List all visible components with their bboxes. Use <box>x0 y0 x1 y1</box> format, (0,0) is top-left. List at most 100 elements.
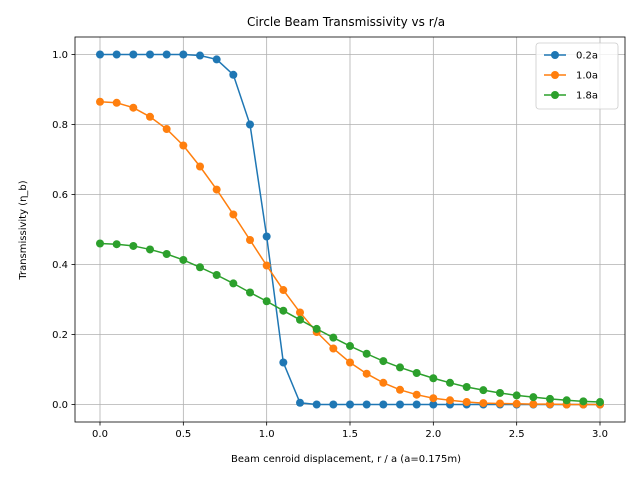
data-point <box>129 241 138 250</box>
data-point <box>96 50 104 59</box>
data-point <box>212 55 221 64</box>
chart-title: Circle Beam Transmissivity vs r/a <box>247 15 445 29</box>
data-point <box>179 50 188 59</box>
data-point <box>162 50 171 59</box>
x-tick-label: 1.5 <box>342 429 358 440</box>
data-point <box>529 400 538 409</box>
legend-label: 0.2a <box>576 51 598 62</box>
data-point <box>312 400 321 409</box>
y-axis-label: Transmissivity (η_b) <box>18 180 29 280</box>
data-point <box>279 286 288 295</box>
data-point <box>512 399 521 408</box>
legend-label: 1.0a <box>576 71 598 82</box>
data-point <box>196 162 204 171</box>
legend: 0.2a 1.0a 1.8a <box>535 42 619 110</box>
y-tick-label: 0.6 <box>52 190 68 201</box>
data-point <box>129 50 138 59</box>
y-axis-ticks: 0.0 0.2 0.4 0.6 0.8 1.0 <box>52 50 75 411</box>
data-point <box>179 255 188 264</box>
data-point <box>462 383 471 391</box>
y-tick-label: 0.2 <box>52 330 68 341</box>
x-tick-label: 1.0 <box>259 429 275 440</box>
data-point <box>279 358 288 367</box>
data-point <box>429 394 438 403</box>
data-point <box>112 98 121 107</box>
data-point <box>429 374 438 383</box>
data-point <box>112 240 121 249</box>
data-point <box>479 399 488 408</box>
data-point <box>412 400 421 409</box>
data-point <box>412 369 421 377</box>
data-point <box>446 378 454 387</box>
data-point <box>496 399 504 408</box>
legend-swatch-marker <box>551 91 559 99</box>
series-1.8a <box>96 239 604 407</box>
data-point <box>379 357 388 366</box>
x-tick-label: 3.0 <box>592 429 608 440</box>
data-point <box>146 50 154 59</box>
data-point <box>396 400 404 409</box>
data-point <box>562 396 571 405</box>
data-point <box>312 324 321 333</box>
legend-swatch-marker <box>551 71 559 79</box>
data-point <box>246 120 254 129</box>
data-point <box>246 288 254 297</box>
data-point <box>529 393 538 402</box>
data-point <box>96 239 104 248</box>
data-point <box>346 400 354 409</box>
data-point <box>462 398 471 407</box>
data-point <box>129 103 138 112</box>
data-point <box>362 369 371 378</box>
data-point <box>162 250 171 258</box>
data-point <box>196 51 204 60</box>
data-point <box>379 378 388 387</box>
data-point <box>96 97 104 106</box>
data-point <box>296 398 304 407</box>
data-point <box>396 363 404 372</box>
x-tick-label: 2.5 <box>509 429 525 440</box>
data-point <box>296 308 304 317</box>
x-axis-ticks: 0.0 0.5 1.0 1.5 2.0 2.5 3.0 <box>92 422 608 440</box>
data-point <box>546 394 554 403</box>
data-point <box>579 397 588 406</box>
data-point <box>429 400 438 409</box>
data-point <box>162 125 171 134</box>
legend-item: 1.0a <box>544 71 598 82</box>
grid-lines <box>75 37 625 422</box>
data-point <box>229 279 238 288</box>
data-point <box>262 232 271 241</box>
data-point <box>346 358 354 367</box>
data-point <box>596 398 604 407</box>
data-point <box>296 315 304 324</box>
data-point <box>362 400 371 409</box>
legend-item: 1.8a <box>544 91 598 102</box>
x-axis-label: Beam cenroid displacement, r / a (a=0.17… <box>231 454 461 465</box>
data-point <box>112 50 121 59</box>
y-tick-label: 1.0 <box>52 50 68 61</box>
series-layer <box>96 50 604 409</box>
legend-swatch-marker <box>551 51 559 59</box>
data-point <box>329 344 338 353</box>
data-point <box>479 386 488 395</box>
y-tick-label: 0.8 <box>52 120 68 131</box>
data-point <box>262 261 271 270</box>
data-point <box>146 245 154 254</box>
data-point <box>512 391 521 400</box>
data-point <box>496 388 504 397</box>
y-tick-label: 0.0 <box>52 400 68 411</box>
data-point <box>412 390 421 399</box>
data-point <box>229 210 238 219</box>
data-point <box>146 112 154 121</box>
data-point <box>196 263 204 272</box>
series-1.0a <box>96 97 604 409</box>
data-point <box>379 400 388 409</box>
data-point <box>246 236 254 244</box>
data-point <box>446 396 454 405</box>
data-point <box>279 306 288 315</box>
x-tick-label: 0.0 <box>92 429 108 440</box>
data-point <box>396 385 404 394</box>
data-point <box>212 185 221 194</box>
data-point <box>179 141 188 150</box>
data-point <box>262 297 271 306</box>
